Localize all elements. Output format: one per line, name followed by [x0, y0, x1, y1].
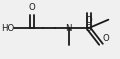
Text: O: O [102, 34, 109, 43]
Text: O: O [28, 3, 35, 12]
Text: HO: HO [1, 24, 14, 33]
Text: N: N [65, 24, 72, 33]
Text: O: O [85, 16, 92, 25]
Text: S: S [86, 24, 91, 33]
